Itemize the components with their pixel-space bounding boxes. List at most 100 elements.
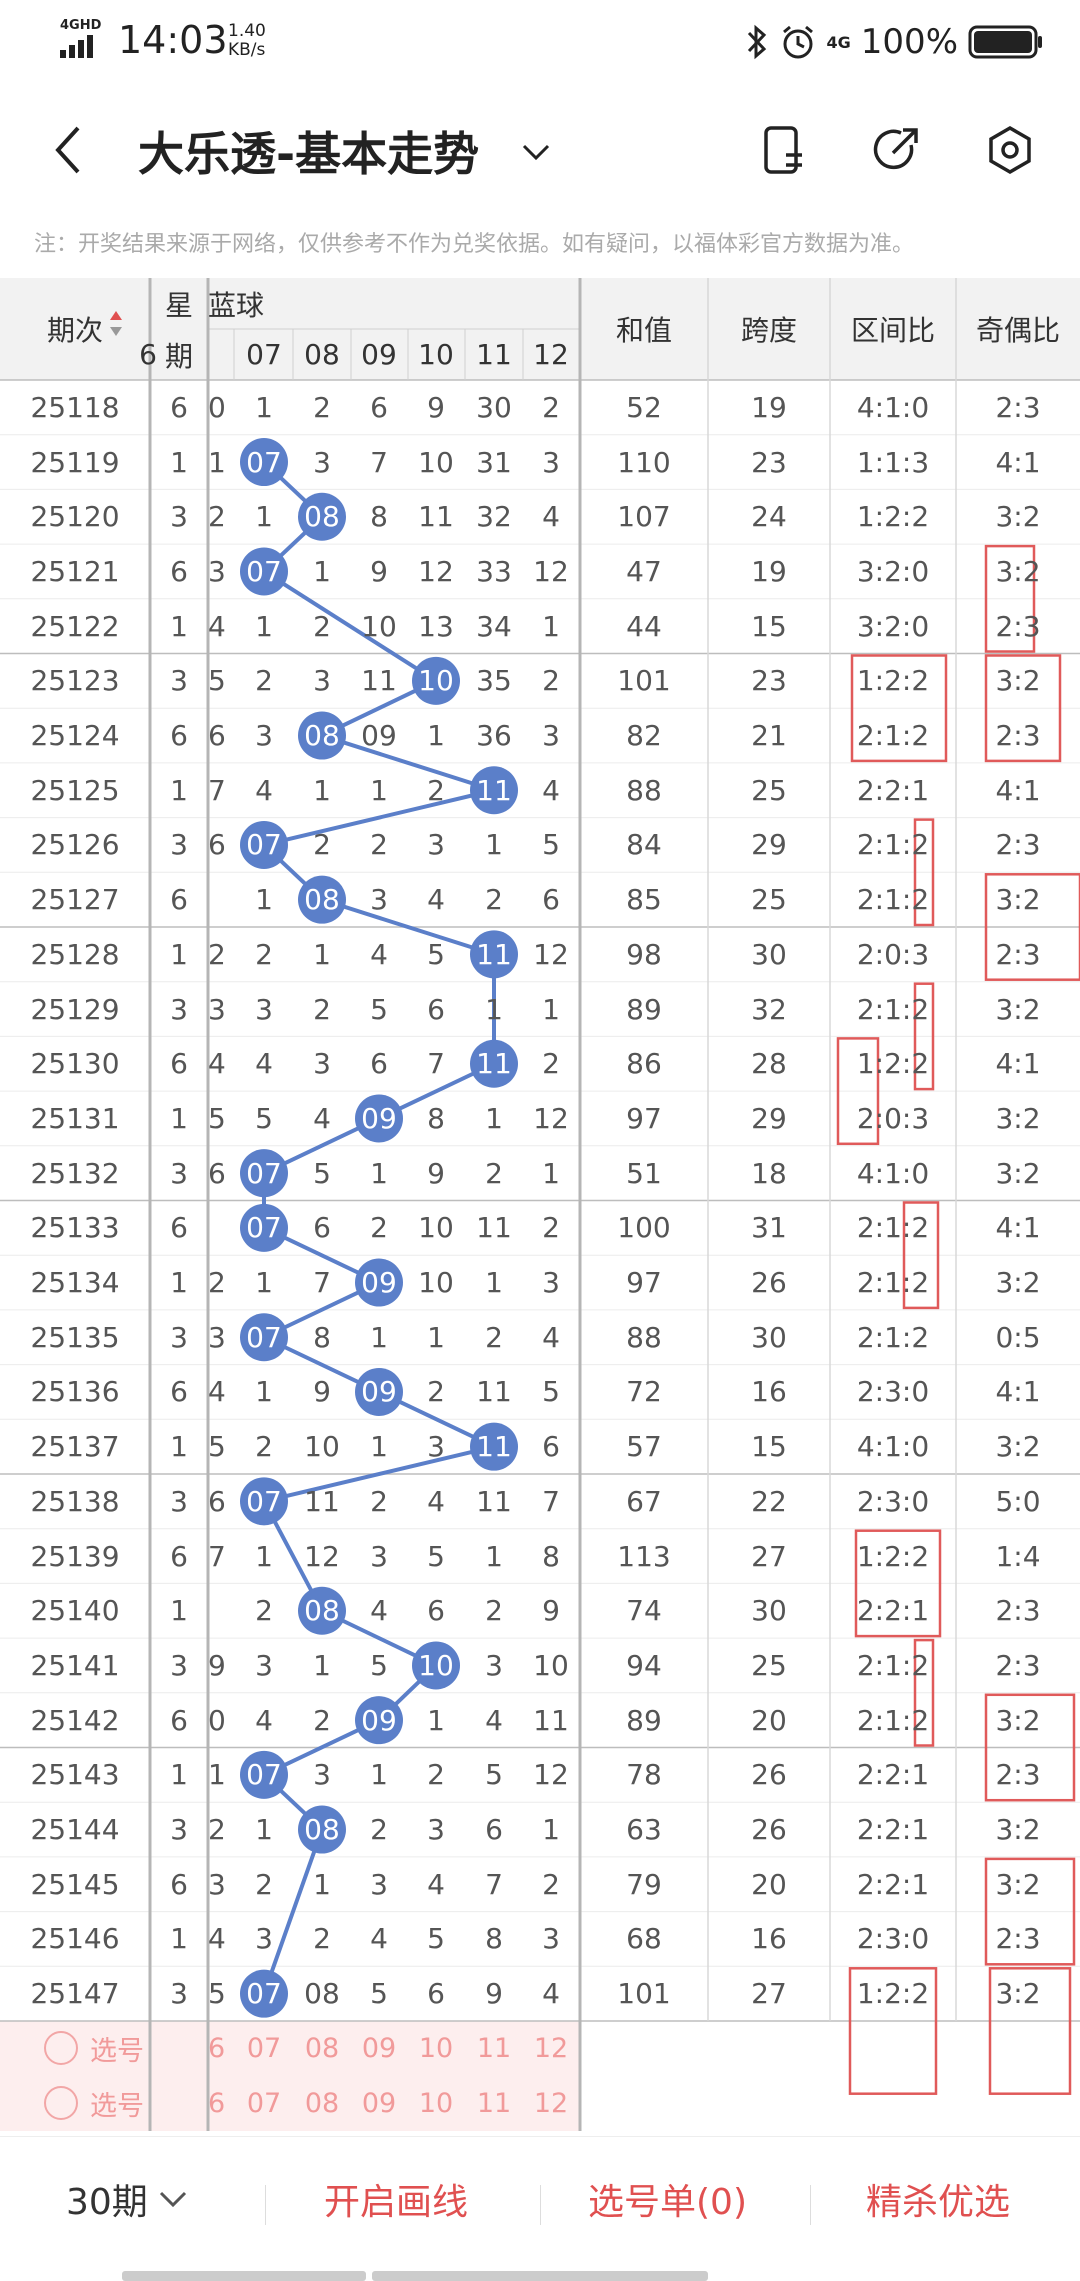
row-odd-even: 3:2	[995, 1867, 1041, 1901]
select-number[interactable]: 6	[208, 2032, 226, 2064]
blue-ball-number[interactable]: 09	[361, 1266, 397, 1300]
blue-ball-hit	[470, 1039, 518, 1088]
header-blue-col: 09	[361, 338, 397, 371]
blue-ball-number[interactable]: 11	[476, 773, 512, 807]
select-row-option[interactable]: 选号	[44, 2076, 154, 2131]
blue-ball-number[interactable]: 09	[361, 1703, 397, 1737]
row-zone-ratio: 2:2:1	[856, 773, 930, 807]
blue-ball-number[interactable]: 07	[246, 1156, 282, 1190]
back-button[interactable]	[38, 120, 98, 180]
blue-miss-count: 12	[418, 554, 454, 588]
blue-ball-number[interactable]: 07	[246, 1211, 282, 1245]
blue-ball-hit	[412, 656, 460, 705]
blue-ball-number[interactable]: 07	[246, 828, 282, 862]
header-period[interactable]: 期次	[46, 314, 103, 347]
blue-ball-number[interactable]: 08	[304, 883, 340, 917]
select-number[interactable]: 10	[418, 2032, 454, 2064]
status-right: 4G 100%	[745, 20, 1044, 64]
select-number[interactable]: 07	[246, 2087, 282, 2119]
blue-ball-number[interactable]: 07	[246, 1977, 282, 2011]
blue-ball-number[interactable]: 08	[304, 719, 340, 753]
blue-miss-count: 2	[255, 1430, 273, 1464]
blue-miss-count: 5	[208, 1430, 226, 1464]
row-sum: 72	[626, 1375, 662, 1409]
row-odd-even: 3:2	[995, 1101, 1041, 1135]
blue-ball-number[interactable]: 09	[361, 1101, 397, 1135]
blue-miss-count: 2	[427, 773, 445, 807]
blue-ball-number[interactable]: 08	[304, 1594, 340, 1628]
premium-button[interactable]: 精杀优选	[866, 2182, 1011, 2223]
select-number[interactable]: 12	[533, 2032, 569, 2064]
select-number[interactable]: 6	[208, 2087, 226, 2119]
select-number[interactable]: 12	[533, 2087, 569, 2119]
blue-ball-number[interactable]: 11	[476, 1047, 512, 1081]
blue-ball-number[interactable]: 11	[476, 937, 512, 971]
row-odd-even: 4:1	[995, 445, 1041, 479]
row-weekday: 6	[170, 1047, 188, 1081]
blue-ball-hit	[470, 766, 518, 815]
blue-miss-count: 7	[208, 1539, 226, 1573]
row-sum: 47	[626, 554, 662, 588]
highlight-box	[913, 1638, 935, 1747]
blue-ball-number[interactable]: 07	[246, 1484, 282, 1518]
blue-miss-count: 4	[485, 1703, 503, 1737]
blue-miss-count: 7	[208, 773, 226, 807]
row-period: 25137	[30, 1430, 120, 1464]
row-sum: 88	[626, 773, 662, 807]
blue-miss-count: 4	[427, 883, 445, 917]
blue-ball-number[interactable]: 11	[476, 1430, 512, 1464]
select-number[interactable]: 09	[361, 2087, 397, 2119]
blue-ball-number[interactable]: 10	[418, 1648, 454, 1682]
radio-button[interactable]	[44, 2031, 78, 2066]
blue-ball-number[interactable]: 07	[246, 554, 282, 588]
share-icon	[873, 128, 918, 170]
select-row-label: 选号	[90, 2090, 144, 2122]
settings-button[interactable]	[980, 120, 1040, 180]
radio-button[interactable]	[44, 2086, 78, 2121]
blue-miss-count: 11	[361, 664, 397, 698]
blue-ball-number[interactable]: 07	[246, 445, 282, 479]
phone-button[interactable]	[754, 120, 814, 180]
title-dropdown-button[interactable]	[506, 122, 566, 182]
blue-ball-number[interactable]: 08	[304, 1813, 340, 1847]
select-number[interactable]: 08	[304, 2032, 340, 2064]
blue-miss-count: 1	[255, 1813, 273, 1847]
blue-ball-hit	[240, 1477, 288, 1526]
blue-ball-number[interactable]: 07	[246, 1320, 282, 1354]
row-zone-ratio: 2:1:2	[856, 883, 930, 917]
blue-miss-count: 2	[542, 390, 560, 424]
select-number[interactable]: 10	[418, 2087, 454, 2119]
select-row-option[interactable]: 选号	[44, 2021, 154, 2076]
share-button[interactable]	[866, 120, 926, 180]
blue-miss-count: 2	[485, 1320, 503, 1354]
trend-table: 期次星期蓝球 6 07 08 09 10 11 12 和值 跨度 区间比 奇偶比 25118 6 0 1 2 6 9…	[0, 278, 1080, 2136]
select-number[interactable]: 07	[246, 2032, 282, 2064]
draw-lines-button[interactable]: 开启画线	[324, 2182, 469, 2223]
period-select[interactable]: 30期	[66, 2173, 188, 2225]
row-weekday: 6	[170, 390, 188, 424]
row-odd-even: 3:2	[995, 554, 1041, 588]
blue-ball-number[interactable]: 08	[304, 500, 340, 534]
row-sum: 89	[626, 992, 662, 1026]
row-sum: 110	[617, 445, 671, 479]
select-number[interactable]: 08	[304, 2087, 340, 2119]
header-weekday-bottom: 期	[164, 339, 193, 373]
scroll-indicator	[122, 2271, 366, 2281]
blue-miss-count: 5	[427, 937, 445, 971]
sort-arrows-icon[interactable]	[110, 311, 122, 336]
blue-ball-number[interactable]: 09	[361, 1375, 397, 1409]
select-number[interactable]: 11	[476, 2087, 512, 2119]
blue-ball-number[interactable]: 10	[418, 664, 454, 698]
blue-miss-count: 1	[427, 1320, 445, 1354]
header-odd-even: 奇偶比	[975, 314, 1060, 347]
blue-miss-count: 11	[476, 1484, 512, 1518]
row-zone-ratio: 2:1:2	[856, 1703, 930, 1737]
row-zone-ratio: 1:2:2	[856, 664, 930, 698]
blue-ball-number[interactable]: 07	[246, 1758, 282, 1792]
highlight-box	[902, 1201, 940, 1310]
page-title[interactable]: 大乐透-基本走势	[138, 127, 480, 181]
blue-ball-hit	[470, 930, 518, 979]
select-number[interactable]: 11	[476, 2032, 512, 2064]
select-number[interactable]: 09	[361, 2032, 397, 2064]
pick-list-button[interactable]: 选号单(0)	[588, 2182, 747, 2223]
